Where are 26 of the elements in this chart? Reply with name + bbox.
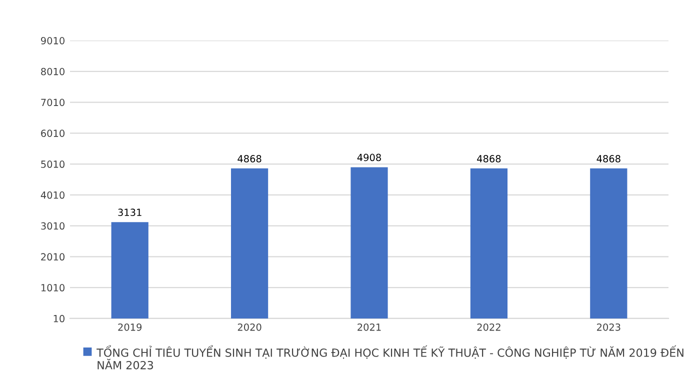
y-tick-label: 3010 <box>41 222 64 230</box>
data-label: 4908 <box>357 154 381 162</box>
bar <box>350 167 388 318</box>
data-label: 4868 <box>238 155 262 162</box>
legend-label: TỔNG CHỈ TIÊU TUYỂN SINH TẠI TRƯỜNG ĐẠI HỌC KINH TẾ KỸ THUẬT - CÔNG NGHIỆP TỪ NĂM 2019 ĐẾN NĂM 2023 <box>96 345 684 370</box>
y-tick-label: 5010 <box>41 160 64 168</box>
x-tick-label: 2019 <box>118 323 142 331</box>
y-tick-label: 6010 <box>41 130 64 137</box>
y-tick-label: 4010 <box>40 191 64 199</box>
y-tick-label: 9010 <box>41 37 64 44</box>
bar <box>230 168 268 318</box>
y-tick-label: 2010 <box>41 253 64 261</box>
bar <box>470 168 508 318</box>
x-tick-label: 2021 <box>358 323 381 331</box>
y-tick-label: 7010 <box>41 98 64 106</box>
data-label: 4868 <box>596 155 620 162</box>
y-tick-label: 1010 <box>41 284 64 292</box>
y-tick-label: 8010 <box>41 68 64 76</box>
x-tick-label: 2022 <box>477 323 500 331</box>
data-label: 3131 <box>118 208 142 216</box>
bar <box>111 222 148 318</box>
y-tick-label: 10 <box>54 314 64 322</box>
bar <box>590 168 628 318</box>
data-label: 4868 <box>477 155 501 162</box>
x-tick-label: 2020 <box>238 323 262 331</box>
x-tick-label: 2023 <box>596 323 620 331</box>
